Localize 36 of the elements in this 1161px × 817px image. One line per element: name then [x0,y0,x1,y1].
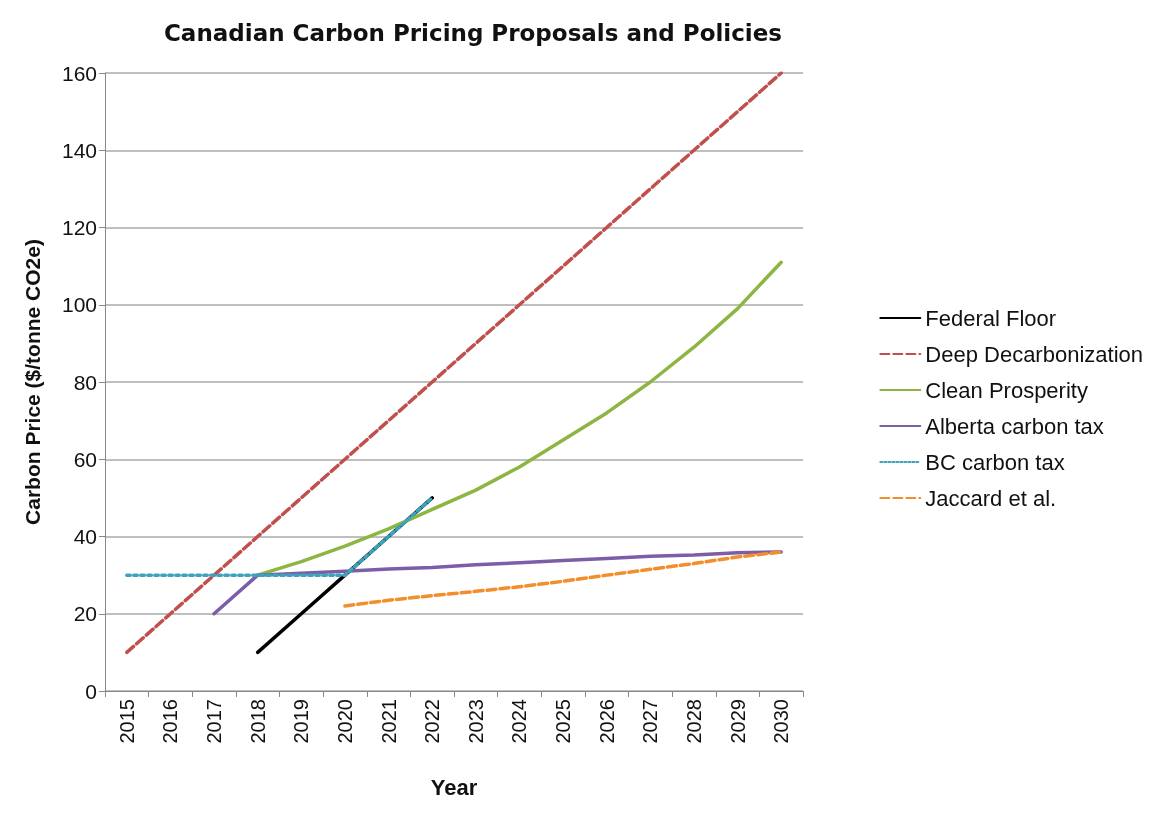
y-tick-label: 120 [61,216,97,239]
y-tick-label: 40 [73,525,97,548]
chart-title: Canadian Carbon Pricing Proposals and Policies [163,19,783,46]
x-tick-label: 2024 [508,699,531,744]
x-tick-label: 2027 [639,699,662,744]
x-tick-label: 2021 [377,699,400,744]
y-tick-label: 20 [73,602,97,626]
y-tick-label: 60 [73,447,97,471]
legend-label: Federal Floor [925,305,1057,331]
legend-label: Clean Prosperity [925,377,1088,403]
line-series [125,71,783,655]
x-tick-label: 2026 [595,699,618,744]
y-tick-label: 100 [61,293,97,317]
x-tick-label: 2023 [464,699,487,744]
x-tick-label: 2017 [203,699,226,744]
x-tick-label: 2020 [333,699,356,744]
y-tick-label: 160 [61,61,97,85]
x-tick-label: 2019 [290,699,313,744]
y-tick-label: 0 [85,679,97,703]
y-tick-label: 140 [61,138,97,162]
line-series [343,550,783,608]
legend-label: Deep Decarbonization [925,341,1144,367]
x-tick-label: 2022 [421,699,444,744]
y-axis-title: Carbon Price ($/tonne CO2e) [21,239,44,525]
legend-label: BC carbon tax [925,449,1065,475]
x-tick-label: 2028 [682,699,705,744]
y-tick-label: 80 [73,370,97,394]
x-tick-label: 2025 [552,699,575,744]
x-tick-label: 2015 [115,699,138,744]
x-tick-label: 2018 [246,699,269,744]
x-tick-label: 2016 [159,699,182,744]
legend-label: Alberta carbon tax [925,413,1104,439]
x-axis-title: Year [430,774,478,800]
x-tick-label: 2030 [770,699,793,744]
legend-label: Jaccard et al. [925,485,1057,511]
x-tick-label: 2029 [726,699,749,744]
